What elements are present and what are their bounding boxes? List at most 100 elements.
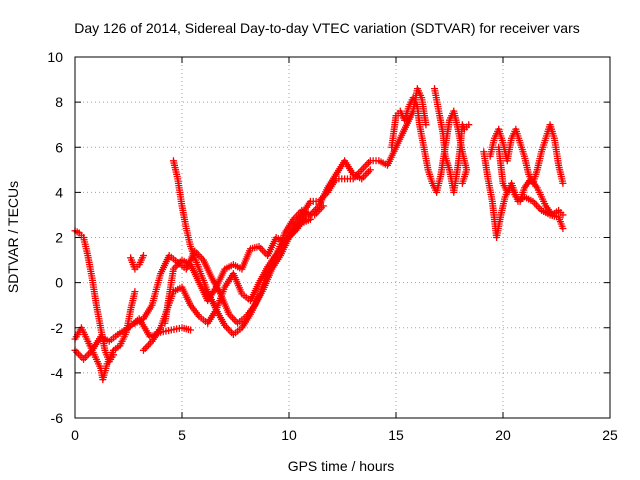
y-tick-label: 6 xyxy=(55,139,63,155)
trail-marker xyxy=(520,150,528,158)
trail-marker xyxy=(558,177,566,185)
trail-marker xyxy=(507,136,515,144)
trail-marker xyxy=(372,157,380,165)
trail-marker xyxy=(436,173,444,181)
trail-marker xyxy=(392,114,400,122)
trail-marker xyxy=(108,349,116,357)
trail-marker xyxy=(198,254,206,262)
trail-marker xyxy=(415,118,423,126)
series-track-j xyxy=(431,85,473,196)
series-track-h xyxy=(161,85,430,327)
trail-marker xyxy=(422,118,430,126)
y-tick-label: 4 xyxy=(55,184,63,200)
trail-marker xyxy=(288,217,296,225)
trail-marker xyxy=(122,325,130,333)
trail-marker xyxy=(533,168,541,176)
trail-marker xyxy=(77,231,85,239)
trail-marker xyxy=(305,199,313,207)
trail-marker xyxy=(515,136,523,144)
trail-marker xyxy=(511,191,519,199)
trail-marker xyxy=(184,325,192,333)
x-tick-label: 10 xyxy=(281,427,297,443)
trail-marker xyxy=(102,362,110,370)
trail-marker xyxy=(224,308,232,316)
trail-marker xyxy=(114,343,122,351)
trail-marker xyxy=(404,105,412,113)
trail-marker xyxy=(279,237,287,245)
trail-marker xyxy=(484,173,492,181)
trail-marker xyxy=(146,339,154,347)
trail-marker xyxy=(169,267,177,275)
trail-marker xyxy=(419,141,427,149)
trail-marker xyxy=(554,159,562,167)
trail-marker xyxy=(348,168,356,176)
trail-marker xyxy=(101,344,109,352)
trail-marker xyxy=(172,257,180,265)
x-tick-label: 0 xyxy=(71,427,79,443)
trail-marker xyxy=(428,177,436,185)
series-track-m xyxy=(495,143,567,219)
trail-marker xyxy=(237,288,245,296)
trail-marker xyxy=(412,100,420,108)
trail-marker xyxy=(137,316,145,324)
series-track-d xyxy=(127,252,147,273)
trail-marker xyxy=(156,272,164,280)
trail-marker xyxy=(459,177,467,185)
y-tick-label: 0 xyxy=(55,275,63,291)
trail-marker xyxy=(356,168,364,176)
series-track-l xyxy=(486,121,567,187)
trail-marker xyxy=(424,164,432,172)
trail-marker xyxy=(499,177,507,185)
trail-marker xyxy=(112,332,120,340)
grid xyxy=(75,57,610,418)
trail-marker xyxy=(215,288,223,296)
trail-marker xyxy=(211,304,219,312)
trail-marker xyxy=(88,272,96,280)
trail-marker xyxy=(236,325,244,333)
trail-marker xyxy=(194,311,202,319)
trail-marker xyxy=(182,222,190,230)
y-tick-label: -6 xyxy=(51,410,64,426)
trail-marker xyxy=(553,208,560,216)
x-axis-label: GPS time / hours xyxy=(288,458,395,474)
trail-marker xyxy=(186,240,194,248)
trail-marker xyxy=(155,326,163,334)
trail-marker xyxy=(245,312,253,320)
trail-marker xyxy=(130,290,138,298)
trail-marker xyxy=(92,299,100,307)
trail-marker xyxy=(86,348,94,356)
y-tick-label: 2 xyxy=(55,230,63,246)
trail-marker xyxy=(463,123,471,131)
series-track-a xyxy=(71,227,118,366)
trail-marker xyxy=(488,195,496,203)
trail-marker xyxy=(96,321,104,329)
trail-marker xyxy=(558,222,566,230)
y-tick-labels: -6 -4 -2 0 2 4 6 8 10 xyxy=(47,49,63,426)
trail-marker xyxy=(331,177,339,185)
trail-marker xyxy=(288,226,296,234)
trail-marker xyxy=(263,272,271,280)
trail-marker xyxy=(304,210,312,218)
trail-marker xyxy=(537,150,545,158)
trail-marker xyxy=(184,259,192,267)
trail-marker xyxy=(550,132,558,140)
trail-marker xyxy=(176,284,184,292)
trail-marker xyxy=(532,182,540,190)
trail-marker xyxy=(173,173,181,181)
trail-marker xyxy=(313,204,321,212)
trail-marker xyxy=(496,213,504,221)
trail-marker xyxy=(297,213,305,221)
trail-marker xyxy=(271,254,279,262)
trail-marker xyxy=(194,277,202,285)
x-tick-label: 15 xyxy=(388,427,404,443)
x-tick-label: 20 xyxy=(495,427,511,443)
trail-marker xyxy=(96,362,104,370)
trail-marker xyxy=(147,303,155,311)
trail-marker xyxy=(165,327,173,335)
y-tick-label: 8 xyxy=(55,94,63,110)
trail-marker xyxy=(220,267,228,275)
trail-marker xyxy=(178,200,186,208)
y-axis-label: SDTVAR / TECUs xyxy=(5,181,21,293)
x-tick-label: 25 xyxy=(602,427,618,443)
